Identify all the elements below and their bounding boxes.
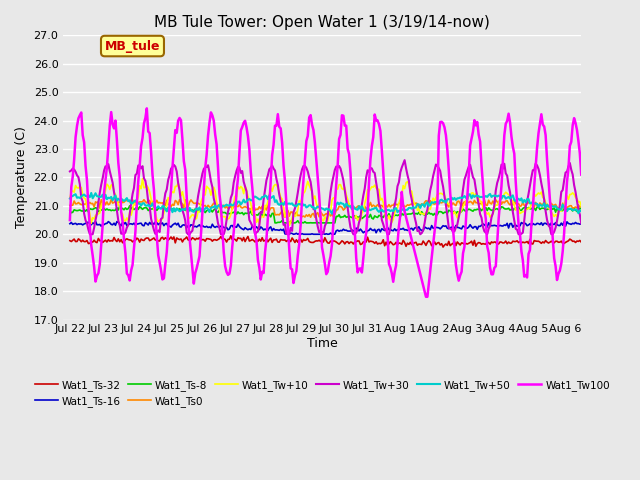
Wat1_Ts0 bbox=[552, 202, 559, 207]
Wat1_Tw+50 bbox=[291, 203, 299, 208]
Wat1_Tw+10 bbox=[292, 213, 300, 218]
Wat1_Ts-32 bbox=[577, 239, 585, 245]
Wat1_Ts-32 bbox=[291, 240, 299, 245]
Wat1_Tw+10 bbox=[139, 176, 147, 181]
Wat1_Tw100 bbox=[552, 264, 559, 269]
Legend: Wat1_Ts-32, Wat1_Ts-16, Wat1_Ts-8, Wat1_Ts0, Wat1_Tw+10, Wat1_Tw+30, Wat1_Tw+50,: Wat1_Ts-32, Wat1_Ts-16, Wat1_Ts-8, Wat1_… bbox=[31, 376, 614, 411]
Wat1_Tw+10 bbox=[237, 183, 244, 189]
Wat1_Tw+50 bbox=[66, 196, 74, 202]
Wat1_Tw+50 bbox=[88, 190, 95, 196]
Wat1_Ts-16 bbox=[284, 231, 292, 237]
Wat1_Tw+10 bbox=[577, 203, 585, 209]
Line: Wat1_Ts0: Wat1_Ts0 bbox=[70, 198, 581, 217]
Wat1_Ts-16 bbox=[66, 221, 74, 227]
Wat1_Tw+10 bbox=[220, 214, 228, 220]
Wat1_Tw+30 bbox=[86, 231, 93, 237]
Line: Wat1_Ts-16: Wat1_Ts-16 bbox=[70, 221, 581, 234]
Wat1_Tw100 bbox=[577, 172, 585, 178]
Line: Wat1_Tw+30: Wat1_Tw+30 bbox=[70, 160, 581, 234]
Y-axis label: Temperature (C): Temperature (C) bbox=[15, 127, 28, 228]
Wat1_Ts-16 bbox=[130, 220, 138, 226]
Wat1_Tw+30 bbox=[237, 170, 244, 176]
Wat1_Ts-8 bbox=[292, 219, 300, 225]
Wat1_Tw100 bbox=[66, 217, 74, 223]
Wat1_Ts-32 bbox=[129, 239, 136, 245]
Wat1_Tw+10 bbox=[285, 222, 293, 228]
Wat1_Ts-8 bbox=[271, 220, 279, 226]
Wat1_Ts-16 bbox=[292, 230, 300, 236]
Wat1_Ts0 bbox=[130, 202, 138, 207]
Wat1_Ts-32 bbox=[227, 233, 235, 239]
Wat1_Tw+30 bbox=[552, 225, 559, 230]
Wat1_Tw+50 bbox=[552, 204, 559, 209]
Wat1_Tw100 bbox=[422, 294, 430, 300]
Wat1_Tw+50 bbox=[246, 196, 253, 202]
Wat1_Ts-8 bbox=[130, 206, 138, 212]
Wat1_Ts-16 bbox=[577, 221, 585, 227]
Wat1_Tw+10 bbox=[66, 195, 74, 201]
Title: MB Tule Tower: Open Water 1 (3/19/14-now): MB Tule Tower: Open Water 1 (3/19/14-now… bbox=[154, 15, 490, 30]
Wat1_Tw100 bbox=[291, 273, 299, 278]
Wat1_Tw+30 bbox=[130, 185, 138, 191]
Wat1_Tw100 bbox=[129, 262, 136, 268]
Wat1_Tw+10 bbox=[129, 206, 136, 212]
X-axis label: Time: Time bbox=[307, 337, 338, 350]
Wat1_Ts-16 bbox=[237, 225, 244, 231]
Wat1_Ts-32 bbox=[552, 239, 559, 244]
Wat1_Tw+50 bbox=[237, 202, 244, 207]
Line: Wat1_Tw+50: Wat1_Tw+50 bbox=[70, 193, 581, 214]
Line: Wat1_Tw+10: Wat1_Tw+10 bbox=[70, 179, 581, 225]
Text: MB_tule: MB_tule bbox=[105, 39, 160, 52]
Wat1_Ts-16 bbox=[552, 220, 559, 226]
Wat1_Tw100 bbox=[143, 106, 150, 111]
Wat1_Ts0 bbox=[291, 211, 299, 217]
Wat1_Tw+10 bbox=[246, 197, 253, 203]
Wat1_Ts0 bbox=[246, 206, 253, 212]
Wat1_Tw+30 bbox=[401, 157, 408, 163]
Wat1_Ts-8 bbox=[577, 206, 585, 212]
Wat1_Tw+10 bbox=[552, 212, 559, 217]
Wat1_Tw+50 bbox=[577, 208, 585, 214]
Wat1_Ts-32 bbox=[218, 236, 226, 242]
Wat1_Tw+50 bbox=[328, 211, 336, 216]
Wat1_Ts-16 bbox=[246, 226, 253, 232]
Wat1_Tw+30 bbox=[246, 217, 253, 223]
Wat1_Ts-8 bbox=[126, 203, 134, 209]
Wat1_Tw+30 bbox=[220, 231, 228, 237]
Wat1_Ts0 bbox=[307, 215, 314, 220]
Wat1_Tw100 bbox=[237, 128, 244, 133]
Wat1_Tw100 bbox=[220, 249, 228, 255]
Line: Wat1_Ts-8: Wat1_Ts-8 bbox=[70, 206, 581, 223]
Wat1_Ts0 bbox=[66, 203, 74, 208]
Wat1_Ts-32 bbox=[439, 244, 447, 250]
Wat1_Tw+30 bbox=[66, 168, 74, 174]
Wat1_Ts-8 bbox=[237, 210, 244, 216]
Wat1_Tw+30 bbox=[577, 220, 585, 226]
Wat1_Ts-16 bbox=[220, 225, 228, 230]
Wat1_Ts-8 bbox=[220, 210, 228, 216]
Wat1_Tw+50 bbox=[130, 199, 138, 204]
Wat1_Ts0 bbox=[577, 204, 585, 209]
Wat1_Ts0 bbox=[117, 195, 125, 201]
Line: Wat1_Ts-32: Wat1_Ts-32 bbox=[70, 236, 581, 247]
Wat1_Ts-16 bbox=[92, 218, 99, 224]
Wat1_Ts-32 bbox=[66, 238, 74, 243]
Wat1_Ts-8 bbox=[552, 209, 559, 215]
Wat1_Ts-32 bbox=[237, 236, 244, 241]
Wat1_Tw+30 bbox=[291, 205, 299, 211]
Wat1_Ts0 bbox=[237, 204, 244, 210]
Wat1_Ts-8 bbox=[246, 211, 253, 216]
Wat1_Ts0 bbox=[220, 203, 228, 208]
Wat1_Tw100 bbox=[246, 146, 253, 152]
Line: Wat1_Tw100: Wat1_Tw100 bbox=[70, 108, 581, 297]
Wat1_Tw+50 bbox=[220, 204, 228, 209]
Wat1_Ts-8 bbox=[66, 208, 74, 214]
Wat1_Ts-32 bbox=[246, 238, 253, 244]
